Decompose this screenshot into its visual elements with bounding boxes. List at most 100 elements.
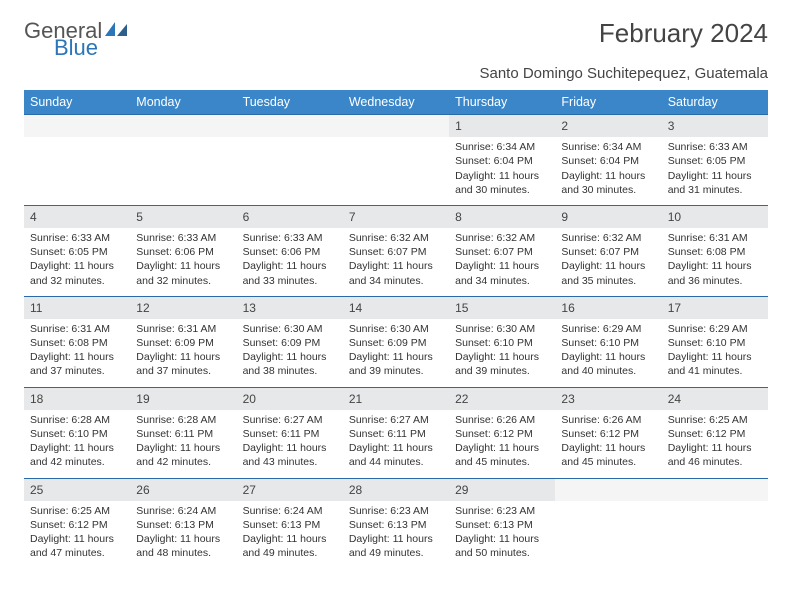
sunset-line: Sunset: 6:04 PM	[561, 154, 655, 168]
day-cell-details: Sunrise: 6:32 AMSunset: 6:07 PMDaylight:…	[449, 228, 555, 296]
week-daynum-row: 18192021222324	[24, 387, 768, 410]
day-details: Sunrise: 6:34 AMSunset: 6:04 PMDaylight:…	[449, 137, 555, 205]
day-cell-number	[343, 115, 449, 138]
sunset-line: Sunset: 6:06 PM	[243, 245, 337, 259]
sunset-line: Sunset: 6:13 PM	[136, 518, 230, 532]
day-cell-details: Sunrise: 6:30 AMSunset: 6:09 PMDaylight:…	[237, 319, 343, 387]
day-cell-details: Sunrise: 6:26 AMSunset: 6:12 PMDaylight:…	[449, 410, 555, 478]
sunrise-line: Sunrise: 6:30 AM	[243, 322, 337, 336]
day-details: Sunrise: 6:31 AMSunset: 6:08 PMDaylight:…	[662, 228, 768, 296]
daylight-line: Daylight: 11 hours and 49 minutes.	[349, 532, 443, 560]
day-cell-details: Sunrise: 6:23 AMSunset: 6:13 PMDaylight:…	[343, 501, 449, 569]
day-cell-number: 17	[662, 296, 768, 319]
sunrise-line: Sunrise: 6:27 AM	[349, 413, 443, 427]
day-headers-row: SundayMondayTuesdayWednesdayThursdayFrid…	[24, 90, 768, 115]
daylight-line: Daylight: 11 hours and 31 minutes.	[668, 169, 762, 197]
day-details: Sunrise: 6:23 AMSunset: 6:13 PMDaylight:…	[449, 501, 555, 569]
sunset-line: Sunset: 6:12 PM	[30, 518, 124, 532]
sunset-line: Sunset: 6:09 PM	[136, 336, 230, 350]
day-details: Sunrise: 6:26 AMSunset: 6:12 PMDaylight:…	[555, 410, 661, 478]
sunset-line: Sunset: 6:11 PM	[243, 427, 337, 441]
day-cell-number	[130, 115, 236, 138]
logo-sail-icon	[105, 22, 127, 36]
daylight-line: Daylight: 11 hours and 34 minutes.	[349, 259, 443, 287]
sunset-line: Sunset: 6:11 PM	[136, 427, 230, 441]
day-cell-details: Sunrise: 6:30 AMSunset: 6:09 PMDaylight:…	[343, 319, 449, 387]
sunset-line: Sunset: 6:05 PM	[668, 154, 762, 168]
day-number: 6	[237, 206, 343, 228]
day-cell-number: 9	[555, 205, 661, 228]
day-cell-details: Sunrise: 6:34 AMSunset: 6:04 PMDaylight:…	[449, 137, 555, 205]
sunset-line: Sunset: 6:10 PM	[561, 336, 655, 350]
day-number: 23	[555, 388, 661, 410]
day-cell-details: Sunrise: 6:28 AMSunset: 6:10 PMDaylight:…	[24, 410, 130, 478]
day-number: 11	[24, 297, 130, 319]
day-cell-number: 12	[130, 296, 236, 319]
day-number: 16	[555, 297, 661, 319]
day-number: 13	[237, 297, 343, 319]
sunrise-line: Sunrise: 6:30 AM	[349, 322, 443, 336]
sunset-line: Sunset: 6:13 PM	[349, 518, 443, 532]
day-cell-details: Sunrise: 6:31 AMSunset: 6:09 PMDaylight:…	[130, 319, 236, 387]
day-details: Sunrise: 6:30 AMSunset: 6:09 PMDaylight:…	[237, 319, 343, 387]
day-number: 2	[555, 115, 661, 137]
sunrise-line: Sunrise: 6:26 AM	[561, 413, 655, 427]
day-details: Sunrise: 6:33 AMSunset: 6:05 PMDaylight:…	[24, 228, 130, 296]
day-cell-details: Sunrise: 6:28 AMSunset: 6:11 PMDaylight:…	[130, 410, 236, 478]
day-cell-details: Sunrise: 6:33 AMSunset: 6:05 PMDaylight:…	[24, 228, 130, 296]
sunrise-line: Sunrise: 6:33 AM	[243, 231, 337, 245]
day-cell-number: 11	[24, 296, 130, 319]
day-number: 28	[343, 479, 449, 501]
daylight-line: Daylight: 11 hours and 47 minutes.	[30, 532, 124, 560]
day-details: Sunrise: 6:30 AMSunset: 6:09 PMDaylight:…	[343, 319, 449, 387]
day-cell-details: Sunrise: 6:33 AMSunset: 6:06 PMDaylight:…	[130, 228, 236, 296]
day-number: 10	[662, 206, 768, 228]
week-details-row: Sunrise: 6:33 AMSunset: 6:05 PMDaylight:…	[24, 228, 768, 296]
sunset-line: Sunset: 6:05 PM	[30, 245, 124, 259]
day-cell-details: Sunrise: 6:32 AMSunset: 6:07 PMDaylight:…	[343, 228, 449, 296]
sunset-line: Sunset: 6:11 PM	[349, 427, 443, 441]
sunrise-line: Sunrise: 6:24 AM	[136, 504, 230, 518]
day-cell-number: 18	[24, 387, 130, 410]
day-cell-number	[662, 478, 768, 501]
sunrise-line: Sunrise: 6:33 AM	[668, 140, 762, 154]
day-cell-number: 19	[130, 387, 236, 410]
day-cell-details: Sunrise: 6:24 AMSunset: 6:13 PMDaylight:…	[237, 501, 343, 569]
day-cell-number: 2	[555, 115, 661, 138]
daylight-line: Daylight: 11 hours and 30 minutes.	[561, 169, 655, 197]
daylight-line: Daylight: 11 hours and 45 minutes.	[455, 441, 549, 469]
day-cell-details: Sunrise: 6:23 AMSunset: 6:13 PMDaylight:…	[449, 501, 555, 569]
day-number: 25	[24, 479, 130, 501]
sunset-line: Sunset: 6:13 PM	[243, 518, 337, 532]
day-details: Sunrise: 6:34 AMSunset: 6:04 PMDaylight:…	[555, 137, 661, 205]
week-details-row: Sunrise: 6:34 AMSunset: 6:04 PMDaylight:…	[24, 137, 768, 205]
day-details: Sunrise: 6:32 AMSunset: 6:07 PMDaylight:…	[555, 228, 661, 296]
day-cell-details	[24, 137, 130, 205]
sunrise-line: Sunrise: 6:32 AM	[455, 231, 549, 245]
day-header: Saturday	[662, 90, 768, 115]
daylight-line: Daylight: 11 hours and 38 minutes.	[243, 350, 337, 378]
day-number: 7	[343, 206, 449, 228]
day-details: Sunrise: 6:33 AMSunset: 6:05 PMDaylight:…	[662, 137, 768, 205]
day-number: 1	[449, 115, 555, 137]
day-cell-number: 3	[662, 115, 768, 138]
day-number: 14	[343, 297, 449, 319]
day-cell-details: Sunrise: 6:29 AMSunset: 6:10 PMDaylight:…	[555, 319, 661, 387]
day-cell-number: 5	[130, 205, 236, 228]
sunrise-line: Sunrise: 6:28 AM	[136, 413, 230, 427]
week-details-row: Sunrise: 6:25 AMSunset: 6:12 PMDaylight:…	[24, 501, 768, 569]
day-cell-number: 25	[24, 478, 130, 501]
day-cell-number: 4	[24, 205, 130, 228]
week-details-row: Sunrise: 6:31 AMSunset: 6:08 PMDaylight:…	[24, 319, 768, 387]
daylight-line: Daylight: 11 hours and 37 minutes.	[136, 350, 230, 378]
sunrise-line: Sunrise: 6:31 AM	[668, 231, 762, 245]
daylight-line: Daylight: 11 hours and 45 minutes.	[561, 441, 655, 469]
sunrise-line: Sunrise: 6:33 AM	[30, 231, 124, 245]
day-details: Sunrise: 6:29 AMSunset: 6:10 PMDaylight:…	[555, 319, 661, 387]
sunset-line: Sunset: 6:07 PM	[455, 245, 549, 259]
day-number: 9	[555, 206, 661, 228]
day-details: Sunrise: 6:33 AMSunset: 6:06 PMDaylight:…	[130, 228, 236, 296]
day-cell-number: 10	[662, 205, 768, 228]
day-cell-number	[24, 115, 130, 138]
calendar-table: SundayMondayTuesdayWednesdayThursdayFrid…	[24, 90, 768, 568]
